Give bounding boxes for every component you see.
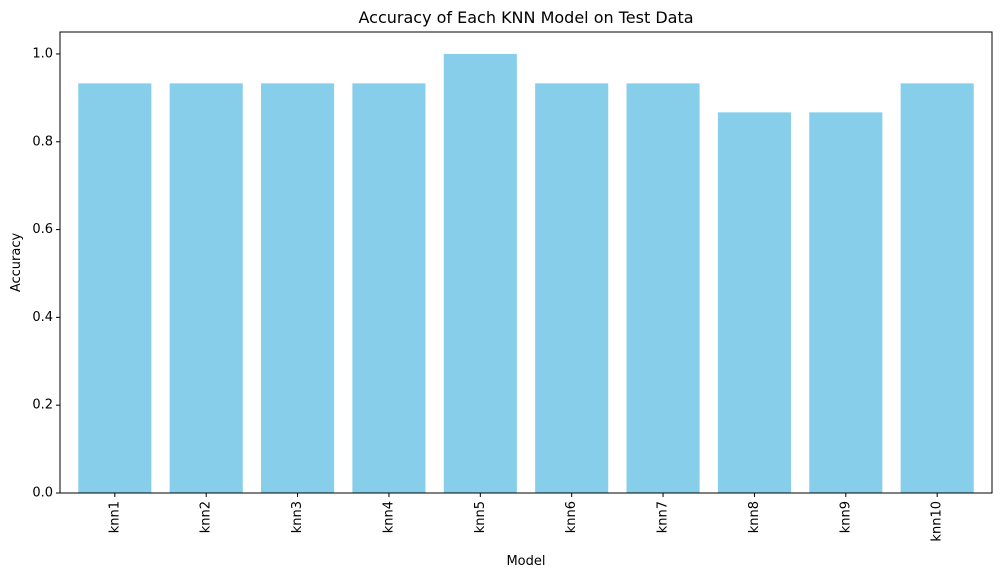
x-tick-label: knn1 [107,501,122,533]
bar-knn8 [717,112,791,494]
y-tick-label: 0.4 [32,310,53,325]
x-tick-label: knn6 [564,501,579,533]
plot-frame [59,31,993,494]
y-tick-label: 1.0 [32,46,53,61]
y-tick-label: 0.0 [32,486,53,501]
bar-knn4 [352,83,426,494]
x-tick-label: knn3 [290,501,305,533]
x-axis-label: Model [506,554,545,569]
x-axis-ticks: knn1 knn2 knn3 knn4 knn5 knn6 knn7 knn8 knn9 knn1… [107,493,945,542]
x-tick-label: knn8 [747,501,762,533]
y-axis-label: Accuracy [9,233,24,293]
y-tick-label: 0.8 [32,134,53,149]
bar-knn5 [443,53,517,493]
bars [78,53,974,494]
x-tick-label: knn9 [838,501,853,533]
y-tick-label: 0.2 [32,398,53,413]
x-tick-label: knn2 [199,501,214,533]
bar-knn3 [261,83,335,494]
chart-title: Accuracy of Each KNN Model on Test Data [358,8,693,27]
y-axis-ticks: 0.0 0.2 0.4 0.6 0.8 1.0 [32,46,60,501]
bar-knn6 [535,83,609,494]
bar-knn9 [809,112,883,494]
bar-knn10 [900,83,974,494]
x-tick-label: knn10 [930,501,945,542]
x-tick-label: knn7 [656,501,671,533]
bar-knn1 [78,83,152,494]
x-tick-label: knn5 [473,501,488,533]
bar-knn7 [626,83,700,494]
y-tick-label: 0.6 [32,222,53,237]
x-tick-label: knn4 [381,501,396,533]
bar-knn2 [169,83,243,494]
